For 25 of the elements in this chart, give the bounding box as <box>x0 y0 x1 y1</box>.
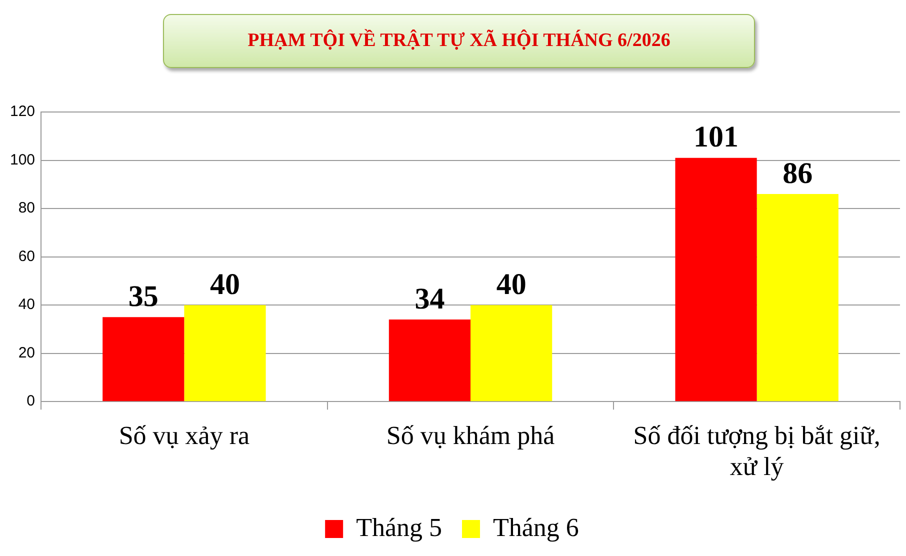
bar <box>675 158 757 402</box>
bar <box>102 317 184 402</box>
chart-title: PHẠM TỘI VỀ TRẬT TỰ XÃ HỘI THÁNG 6/2026 <box>163 14 755 68</box>
y-tick-label: 0 <box>26 392 36 410</box>
y-tick-label: 40 <box>18 296 36 314</box>
y-tick-label: 80 <box>18 200 36 217</box>
x-tick-label: Số vụ khám phá <box>386 421 556 450</box>
x-tick-label: Số vụ xảy ra <box>118 421 250 450</box>
data-label: 101 <box>694 120 739 154</box>
legend-label: Tháng 5 <box>356 512 442 542</box>
y-tick-label: 100 <box>10 151 36 168</box>
bar <box>756 194 838 402</box>
bar <box>470 305 552 402</box>
data-label: 35 <box>128 280 158 313</box>
data-label: 34 <box>414 282 445 316</box>
y-tick-label: 20 <box>18 344 36 362</box>
bar <box>184 305 266 402</box>
data-label: 40 <box>210 268 240 301</box>
y-tick-label: 120 <box>10 103 36 120</box>
legend-label: Tháng 6 <box>493 512 579 542</box>
data-label: 40 <box>496 268 526 301</box>
bar <box>388 320 471 402</box>
data-label: 86 <box>782 156 813 190</box>
y-tick-label: 60 <box>18 248 36 265</box>
x-tick-label: Số đối tượng bị bắt giữ, xử lý <box>633 421 880 482</box>
